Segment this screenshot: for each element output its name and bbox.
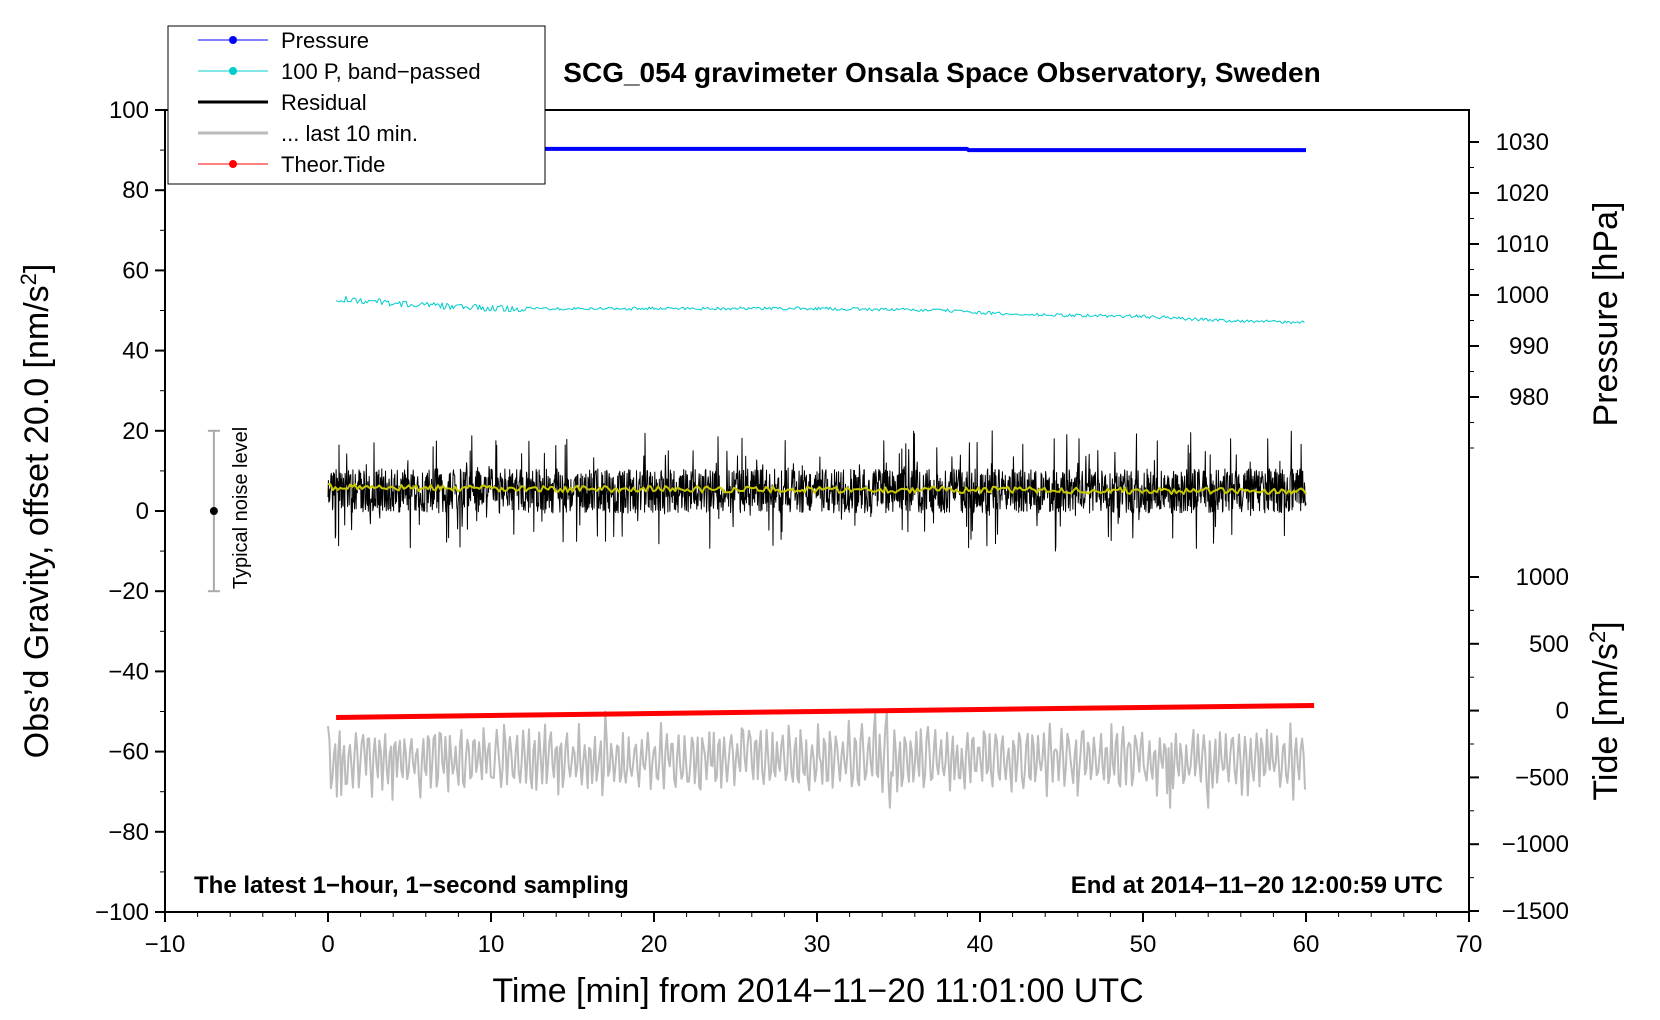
plot-area — [164, 109, 1470, 913]
series-line-last-10-min — [327, 710, 1306, 809]
x-tick-label: 10 — [478, 931, 505, 958]
tick-labels: −10 0 10 20 30 40 50 60 70−100−80−60−40−20020406… — [95, 97, 1569, 958]
legend-marker — [229, 36, 237, 44]
noise-level-indicator: Typical noise level — [207, 427, 252, 593]
legend-label: 100 P, band−passed — [281, 59, 481, 84]
y-axis-label-tide-main: Tide [nm/s — [1587, 643, 1625, 800]
chart-title: SCG_054 gravimeter Onsala Space Observat… — [563, 57, 1320, 88]
y-tick-label: −20 — [108, 578, 149, 605]
sampling-note: The latest 1−hour, 1−second sampling — [194, 872, 629, 899]
axis-ticks — [155, 109, 1479, 922]
pressure-tick-label: 1010 — [1496, 231, 1549, 258]
y-tick-label: 40 — [122, 338, 149, 365]
y-tick-label: 0 — [136, 498, 149, 525]
series-line-residual — [327, 430, 1307, 552]
x-tick-label: 50 — [1130, 931, 1157, 958]
tide-tick-label: 1000 — [1516, 564, 1569, 591]
y-tick-label: −80 — [108, 819, 149, 846]
series-line-100-p-band-passed — [336, 295, 1305, 325]
noise-bar-center-dot — [209, 507, 218, 515]
x-tick-label: −10 — [145, 931, 186, 958]
y-tick-label: 100 — [109, 97, 149, 124]
legend-label: Residual — [281, 90, 367, 115]
y-tick-label: −40 — [108, 658, 149, 685]
y-axis-label-tide-tail: ] — [1587, 621, 1625, 630]
y-tick-label: −60 — [108, 739, 149, 766]
tide-tick-label: 0 — [1556, 698, 1569, 725]
series-line-residual-smoothed — [327, 483, 1307, 495]
legend: Pressure 100 P, band−passed Residual ... la… — [167, 25, 546, 185]
x-tick-label: 40 — [967, 931, 994, 958]
tide-tick-label: −1000 — [1502, 831, 1569, 858]
y-tick-label: 60 — [122, 257, 149, 284]
series-line-pressure — [331, 146, 1306, 153]
y-axis-label-left-tail: ] — [18, 264, 56, 273]
legend-marker — [229, 160, 237, 168]
legend-box — [167, 25, 546, 185]
tide-tick-label: −500 — [1515, 764, 1569, 791]
noise-bar-label: Typical noise level — [230, 427, 252, 589]
tide-tick-label: 500 — [1529, 631, 1569, 658]
pressure-tick-label: 1030 — [1496, 129, 1549, 156]
pressure-tick-label: 980 — [1509, 384, 1549, 411]
legend-marker — [229, 67, 237, 75]
pressure-tick-label: 1020 — [1496, 180, 1549, 207]
x-tick-label: 30 — [804, 931, 831, 958]
x-axis-label: Time [min] from 2014−11−20 11:01:00 UTC — [492, 972, 1143, 1010]
y-axis-label-left: Obs’d Gravity, offset 20.0 [nm/s2] — [16, 264, 56, 759]
end-time-note: End at 2014−11−20 12:00:59 UTC — [1071, 872, 1443, 899]
x-tick-label: 70 — [1456, 931, 1483, 958]
legend-label: Theor.Tide — [281, 152, 385, 177]
y-axis-label-tide: Tide [nm/s2] — [1585, 621, 1625, 800]
legend-label: Pressure — [281, 28, 369, 53]
legend-label: ... last 10 min. — [281, 121, 418, 146]
pressure-tick-label: 990 — [1509, 333, 1549, 360]
series-line-theor-tide — [336, 703, 1315, 720]
x-tick-label: 20 — [641, 931, 668, 958]
x-tick-label: 0 — [321, 931, 334, 958]
y-axis-label-left-sup: 2 — [16, 273, 41, 285]
x-tick-label: 60 — [1293, 931, 1320, 958]
pressure-tick-label: 1000 — [1496, 282, 1549, 309]
y-axis-label-left-main: Obs’d Gravity, offset 20.0 [nm/s — [18, 285, 56, 758]
tide-tick-label: −1500 — [1502, 898, 1569, 925]
y-tick-label: −100 — [95, 899, 149, 926]
y-tick-label: 80 — [122, 177, 149, 204]
y-axis-label-pressure: Pressure [hPa] — [1587, 202, 1625, 427]
series-layer — [327, 146, 1315, 809]
y-axis-label-tide-sup: 2 — [1585, 631, 1610, 643]
y-tick-label: 20 — [122, 418, 149, 445]
